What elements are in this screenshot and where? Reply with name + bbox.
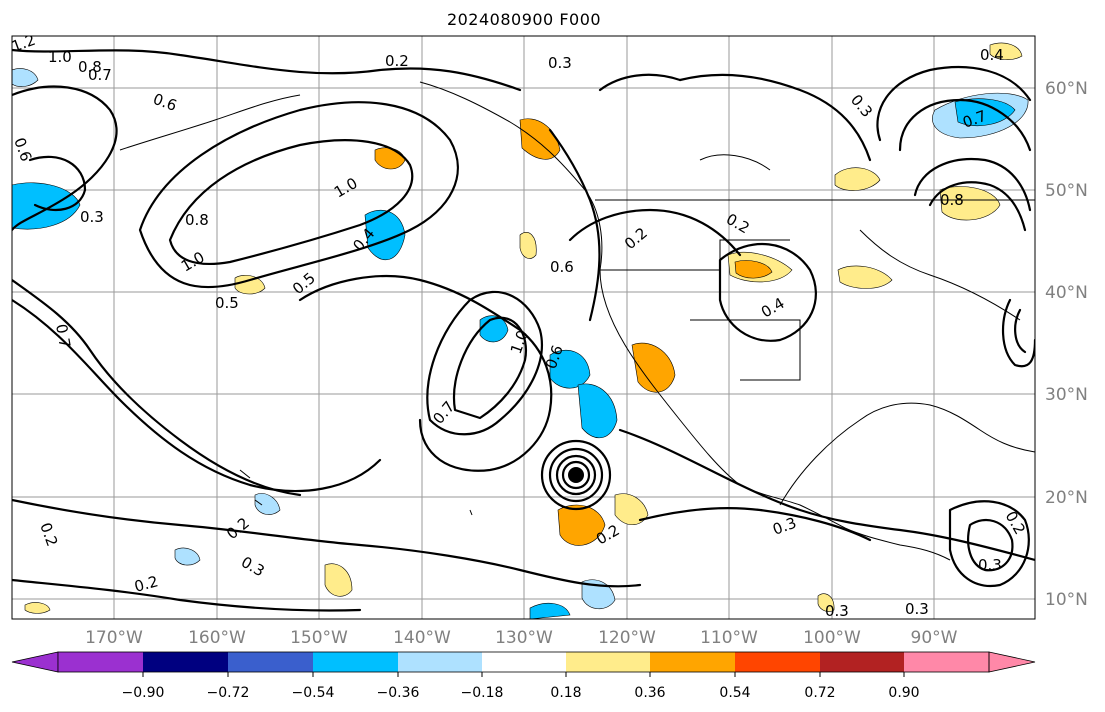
colorbar-tick-label: 0.18 — [550, 685, 581, 701]
contour-label: 0.7 — [88, 66, 112, 84]
lat-label: 50°N — [1045, 181, 1088, 201]
contour-lines — [12, 48, 1035, 612]
lon-label: 150°W — [290, 628, 348, 648]
colorbar-tick-label: −0.54 — [292, 685, 335, 701]
contour-label: 0.2 — [132, 572, 160, 596]
colorbar-segment — [58, 652, 143, 672]
colorbar-extend-min — [11, 651, 59, 673]
contour-label: 0.3 — [548, 54, 572, 72]
contour-label: 1.0 — [48, 48, 72, 66]
lon-label: 170°W — [85, 628, 143, 648]
map-title: 2024080900 F000 — [446, 10, 602, 29]
longitude-labels: 170°W 160°W 150°W 140°W 130°W 120°W 110°… — [85, 628, 958, 648]
contour-label: 0.4 — [980, 46, 1004, 64]
lon-label: 100°W — [803, 628, 861, 648]
contour-label: 0.2 — [385, 52, 409, 70]
graticule — [12, 36, 1035, 619]
lat-label: 20°N — [1045, 488, 1088, 508]
colorbar-tick-label: −0.18 — [461, 685, 504, 701]
colorbar-segment — [820, 652, 904, 672]
lon-label: 90°W — [911, 628, 958, 648]
colorbar-extend-max — [988, 651, 1036, 673]
colorbar-segment — [143, 652, 228, 672]
latitude-labels: 60°N 50°N 40°N 30°N 20°N 10°N — [1045, 79, 1088, 610]
colorbar-tick-label: −0.90 — [122, 685, 165, 701]
colorbar-tick-label: 0.72 — [804, 685, 835, 701]
cyclone-center — [568, 467, 584, 483]
contour-label: 0.3 — [825, 602, 849, 620]
contour-label: 0.3 — [80, 208, 104, 226]
colorbar-tick-label: 0.90 — [888, 685, 919, 701]
colorbar-segment — [482, 652, 566, 672]
contour-label: 0.6 — [550, 258, 574, 276]
lat-label: 30°N — [1045, 385, 1088, 405]
lat-label: 10°N — [1045, 590, 1088, 610]
colorbar-segment — [398, 652, 482, 672]
lat-label: 40°N — [1045, 283, 1088, 303]
contour-label: 0.8 — [185, 211, 209, 229]
colorbar: −0.90 −0.72 −0.54 −0.36 −0.18 0.18 0.36 … — [11, 651, 1036, 701]
coastlines — [119, 81, 1035, 561]
contour-label: 0.8 — [940, 191, 964, 209]
lon-label: 130°W — [495, 628, 553, 648]
contour-label: 0.6 — [10, 135, 35, 164]
colorbar-segment — [904, 652, 989, 672]
contour-label: 0.5 — [215, 294, 239, 312]
colorbar-tick-label: −0.36 — [377, 685, 420, 701]
lon-label: 110°W — [700, 628, 758, 648]
lat-label: 60°N — [1045, 79, 1088, 99]
colorbar-segment — [735, 652, 820, 672]
lon-label: 140°W — [393, 628, 451, 648]
colorbar-tick-label: 0.54 — [719, 685, 750, 701]
colorbar-tick-label: −0.72 — [207, 685, 250, 701]
colorbar-segment — [313, 652, 398, 672]
shaded-field — [12, 42, 1029, 619]
colorbar-segment — [650, 652, 735, 672]
contour-label: 0.3 — [978, 556, 1002, 574]
contour-label: 0.3 — [905, 600, 929, 618]
lon-label: 120°W — [598, 628, 656, 648]
colorbar-tick-label: 0.36 — [634, 685, 665, 701]
contour-label: 0.7 — [52, 323, 74, 350]
colorbar-segment — [228, 652, 313, 672]
colorbar-segment — [566, 652, 650, 672]
contour-label: 0.8 — [78, 58, 102, 76]
lon-label: 160°W — [188, 628, 246, 648]
